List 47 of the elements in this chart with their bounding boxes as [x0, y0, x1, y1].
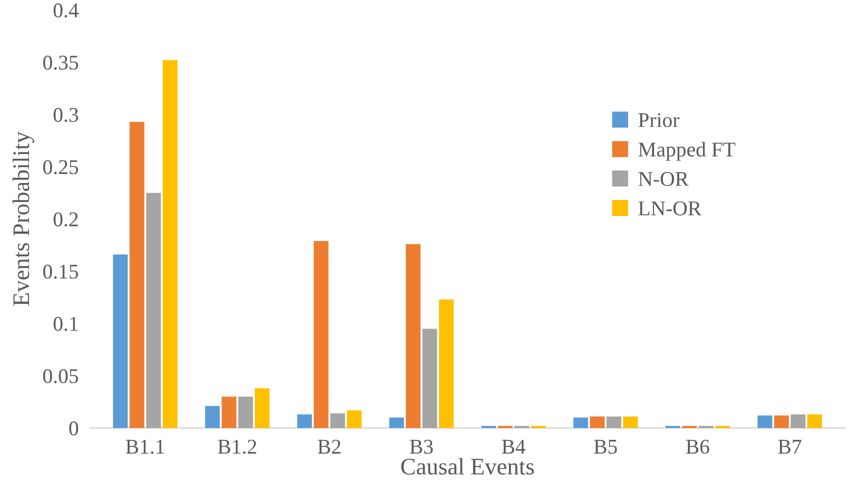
- legend-label: Mapped FT: [638, 142, 736, 161]
- bar: [790, 414, 806, 428]
- x-tick-label: B1.2: [218, 440, 256, 454]
- bar: [222, 396, 236, 428]
- x-tick-label: B4: [502, 440, 526, 454]
- bar: [113, 254, 128, 428]
- y-tick-label: 0.2: [54, 212, 78, 227]
- x-tick-label: B7: [778, 440, 802, 454]
- x-tick-label: B5: [594, 440, 617, 454]
- bar: [758, 415, 772, 428]
- legend-label: N-OR: [638, 172, 689, 186]
- x-tick-label: B3: [410, 440, 433, 454]
- bar: [254, 388, 270, 428]
- bar: [314, 240, 328, 428]
- bar: [590, 416, 605, 428]
- bar: [438, 299, 454, 428]
- bar: [422, 328, 438, 428]
- y-tick-label: 0: [69, 421, 78, 436]
- y-tick-label: 0.15: [43, 264, 78, 279]
- x-tick-label: B2: [318, 440, 340, 454]
- legend-label: Prior: [638, 113, 680, 128]
- bar: [330, 413, 346, 428]
- y-axis-title: Events Probability: [12, 132, 34, 306]
- y-tick-label: 0.3: [54, 108, 78, 122]
- y-tick-label: 0.35: [43, 56, 78, 70]
- y-tick-label: 0.1: [54, 316, 78, 332]
- bar: [573, 418, 588, 428]
- bar: [623, 416, 638, 428]
- x-tick-label: B6: [686, 440, 710, 454]
- bar: [807, 414, 822, 428]
- bar: [205, 406, 220, 428]
- bar: [238, 396, 253, 428]
- bar: [297, 414, 312, 428]
- x-axis-title: Causal Events: [401, 458, 534, 475]
- bar: [389, 418, 404, 428]
- bar: [406, 244, 421, 428]
- bar: [130, 122, 144, 428]
- bar: [146, 192, 161, 428]
- bar: [606, 416, 622, 428]
- bar: [346, 410, 362, 428]
- y-tick-label: 0.25: [43, 160, 78, 174]
- y-tick-label: 0.4: [54, 3, 79, 18]
- y-tick-label: 0.05: [43, 369, 78, 384]
- bar: [162, 60, 178, 428]
- bar: [774, 415, 789, 428]
- x-tick-label: B1.1: [126, 440, 164, 454]
- legend-label: LN-OR: [638, 201, 702, 216]
